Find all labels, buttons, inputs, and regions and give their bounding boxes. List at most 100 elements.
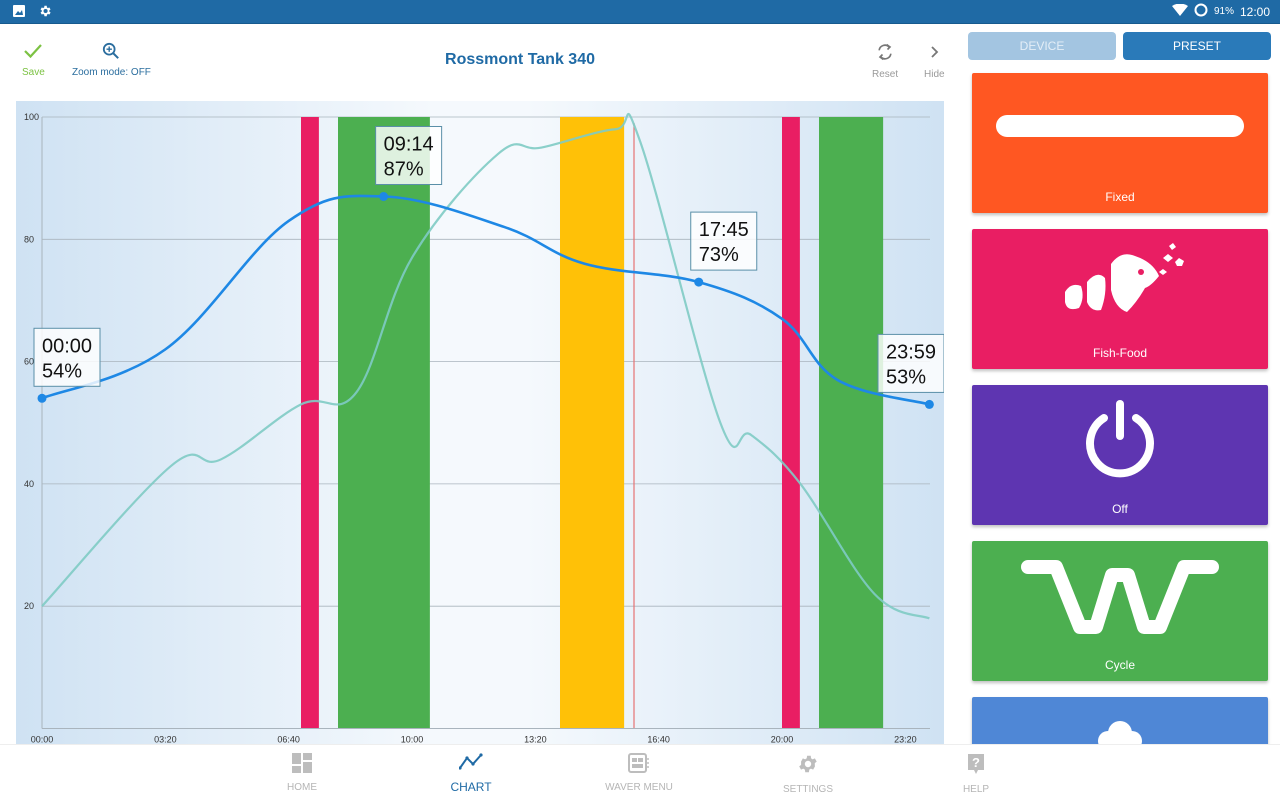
data-point — [379, 191, 389, 201]
tooltip-time: 17:45 — [699, 219, 749, 241]
chart-svg[interactable]: 20 40 60 80 100 00:00 03:20 06:40 10:00 13:20 16:4… — [16, 101, 944, 744]
time-band — [782, 117, 800, 729]
preset-cycle[interactable]: Cycle — [972, 541, 1268, 681]
checkmark-icon — [23, 42, 43, 67]
chart-tooltips: 00:00 54% 09:14 87% 17:45 73% 23:59 53% — [33, 125, 944, 393]
point-tooltip: 09:14 87% — [375, 125, 443, 185]
clock: 12:00 — [1239, 4, 1270, 19]
time-band — [301, 117, 319, 729]
waver-menu-icon — [628, 753, 650, 776]
tooltip-value: 73% — [699, 244, 739, 266]
tab-preset[interactable]: PRESET — [1123, 32, 1271, 60]
tab-device[interactable]: DEVICE — [968, 32, 1116, 60]
battery-percent: 91% — [1213, 6, 1234, 17]
nav-label: HOME — [287, 782, 317, 793]
y-tick-label: 60 — [24, 357, 34, 367]
battery-ring-icon — [1194, 3, 1208, 20]
gear-icon — [797, 753, 819, 778]
tooltip-time: 23:59 — [886, 341, 936, 363]
nav-label: WAVER MENU — [605, 782, 673, 793]
point-tooltip: 17:45 73% — [690, 211, 758, 271]
svg-text:?: ? — [972, 755, 980, 770]
chart-line-icon — [458, 753, 483, 774]
tooltip-value: 53% — [886, 366, 926, 388]
point-tooltip: 23:59 53% — [877, 333, 944, 393]
tooltip-box — [33, 327, 101, 387]
nav-settings[interactable]: SETTINGS — [748, 753, 868, 795]
data-point — [694, 277, 704, 287]
dashboard-icon — [292, 753, 312, 776]
series-line-secondary — [41, 113, 930, 620]
tooltip-box — [375, 125, 443, 185]
preset-label: Fish-Food — [1092, 346, 1148, 360]
chart-bands — [301, 117, 884, 729]
y-tick-label: 20 — [24, 601, 34, 611]
status-bar: 91% 12:00 — [0, 0, 1280, 24]
zoom-in-icon — [101, 42, 121, 67]
chart-axes: 20 40 60 80 100 00:00 03:20 06:40 10:00 13:20 16:4… — [24, 112, 930, 744]
x-tick-label: 16:40 — [647, 735, 670, 745]
tooltip-box — [877, 333, 944, 393]
x-tick-label: 23:20 — [894, 735, 917, 745]
preset-fixed[interactable]: Fixed — [972, 73, 1268, 213]
series-line-primary — [41, 194, 930, 406]
help-icon: ? — [966, 753, 986, 778]
chart-toolbar: Save Zoom mode: OFF Rossmont Tank 340 Re… — [0, 24, 960, 100]
tooltip-box — [690, 211, 758, 271]
preset-fish-food[interactable]: Fish-Food — [972, 229, 1268, 369]
wave-cycle-icon — [1020, 557, 1220, 642]
zoom-mode-button[interactable]: Zoom mode: OFF — [72, 42, 151, 78]
time-band — [819, 117, 884, 729]
tooltip-time: 09:14 — [384, 133, 434, 155]
preset-label: Cycle — [1104, 658, 1135, 672]
data-point — [924, 399, 934, 409]
hide-panel-button[interactable]: Hide — [924, 42, 945, 80]
hide-label: Hide — [924, 69, 945, 80]
y-tick-label: 80 — [24, 234, 34, 244]
nav-help[interactable]: ? HELP — [916, 753, 1036, 795]
x-tick-label: 03:20 — [154, 735, 177, 745]
nav-waver-menu[interactable]: WAVER MENU — [579, 753, 699, 793]
x-tick-label: 00:00 — [31, 735, 54, 745]
refresh-icon — [875, 42, 895, 69]
preset-cloud[interactable] — [972, 697, 1268, 744]
time-band — [338, 117, 430, 729]
nav-label: HELP — [962, 784, 990, 795]
reset-label: Reset — [872, 69, 899, 80]
power-icon — [1080, 398, 1160, 483]
gear-icon — [38, 4, 52, 23]
schedule-chart[interactable]: 20 40 60 80 100 00:00 03:20 06:40 10:00 13:20 16:4… — [16, 101, 944, 744]
bottom-navigation: HOME CHART WAVER MENU SETTINGS ? HELP — [0, 744, 1280, 800]
time-band — [560, 117, 625, 729]
x-tick-label: 06:40 — [277, 735, 300, 745]
wifi-icon — [1171, 3, 1188, 19]
preset-label: Off — [1112, 502, 1128, 516]
y-tick-label: 100 — [24, 112, 39, 122]
bar-icon — [995, 114, 1245, 143]
chevron-right-icon — [924, 42, 944, 69]
cloud-icon — [1090, 719, 1150, 744]
preset-label: Fixed — [1105, 190, 1135, 204]
preset-panel: DEVICE PRESET Fixed Fish-Food Off Cycle — [960, 24, 1280, 744]
point-tooltip: 00:00 54% — [33, 327, 101, 387]
nav-chart[interactable]: CHART — [411, 753, 531, 794]
nav-home[interactable]: HOME — [242, 753, 362, 793]
tooltip-time: 00:00 — [42, 335, 92, 357]
save-button[interactable]: Save — [22, 42, 45, 78]
tooltip-value: 54% — [42, 360, 82, 382]
y-tick-label: 40 — [24, 479, 34, 489]
save-label: Save — [22, 67, 45, 78]
x-tick-label: 13:20 — [524, 735, 547, 745]
page-title: Rossmont Tank 340 — [445, 51, 595, 68]
x-tick-label: 10:00 — [401, 735, 424, 745]
x-tick-label: 20:00 — [771, 735, 794, 745]
data-point — [37, 393, 47, 403]
reset-button[interactable]: Reset — [872, 42, 898, 80]
tooltip-value: 87% — [384, 158, 424, 180]
preset-off[interactable]: Off — [972, 385, 1268, 525]
chart-series — [37, 113, 934, 620]
nav-label: CHART — [450, 780, 492, 794]
fish-icon — [1055, 242, 1185, 327]
zoom-mode-label: Zoom mode: OFF — [72, 67, 151, 78]
nav-label: SETTINGS — [782, 784, 833, 795]
